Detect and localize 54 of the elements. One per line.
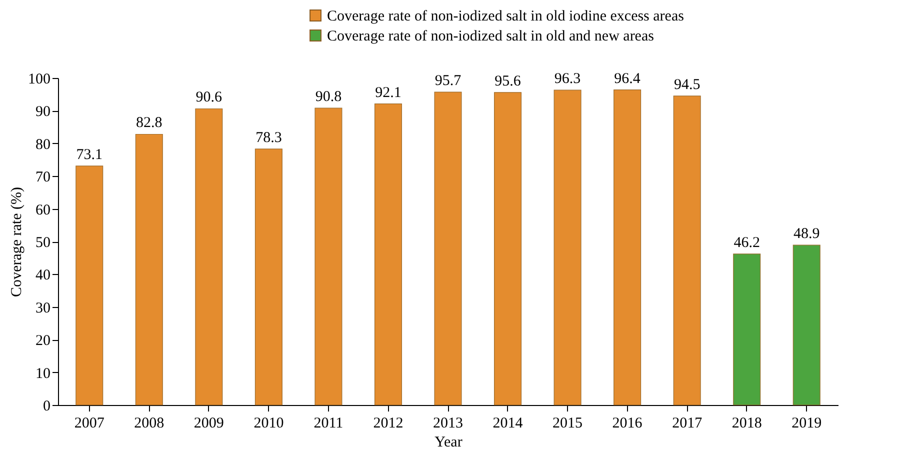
y-tick-label: 60 xyxy=(36,202,50,218)
data-label: 90.8 xyxy=(315,89,342,106)
data-label: 78.3 xyxy=(256,130,282,146)
data-label: 95.7 xyxy=(434,73,462,90)
x-tick-label: 2009 xyxy=(194,416,224,432)
data-label: 82.8 xyxy=(136,115,162,132)
y-tick-label: 30 xyxy=(36,300,50,316)
data-label: 48.9 xyxy=(793,226,820,242)
data-label: 92.1 xyxy=(375,84,402,101)
bar xyxy=(792,244,820,406)
x-tick-label: 2012 xyxy=(373,416,404,432)
y-tick-label: 10 xyxy=(36,366,50,382)
y-tick-label: 0 xyxy=(43,398,50,414)
x-tick-label: 2016 xyxy=(612,416,643,432)
bar xyxy=(314,108,342,406)
bar xyxy=(76,166,104,406)
x-tick-label: 2010 xyxy=(254,416,284,432)
bar xyxy=(135,134,163,406)
y-tick-label: 80 xyxy=(36,136,50,153)
x-tick-label: 2008 xyxy=(134,416,164,432)
x-tick-label: 2019 xyxy=(792,416,822,432)
y-tick-label: 40 xyxy=(36,268,50,284)
bar xyxy=(434,92,462,406)
data-label: 96.4 xyxy=(614,70,641,87)
data-label: 73.1 xyxy=(76,146,103,163)
y-tick-label: 90 xyxy=(36,104,50,120)
x-tick-label: 2015 xyxy=(552,416,583,432)
legend-label: Coverage rate of non-iodized salt in old iodine excess areas xyxy=(327,8,684,24)
x-tick-label: 2007 xyxy=(74,416,105,432)
bar xyxy=(254,148,282,406)
bar xyxy=(554,90,582,406)
x-tick-label: 2014 xyxy=(492,416,524,432)
legend-label: Coverage rate of non-iodized salt in old and new areas xyxy=(327,28,654,44)
y-tick-label: 50 xyxy=(36,235,50,251)
bar xyxy=(614,89,642,406)
y-tick-label: 70 xyxy=(36,170,50,186)
y-tick-label: 20 xyxy=(36,333,50,350)
bar xyxy=(494,92,522,406)
x-tick-label: 2018 xyxy=(732,416,762,432)
data-label: 94.5 xyxy=(674,76,700,93)
x-tick-label: 2013 xyxy=(433,416,463,432)
bar xyxy=(733,254,761,406)
x-axis-title: Year xyxy=(434,434,462,450)
bar xyxy=(195,108,223,406)
y-tick-label: 100 xyxy=(28,72,50,88)
data-label: 46.2 xyxy=(734,234,760,251)
data-label: 90.6 xyxy=(196,90,223,106)
bar xyxy=(374,104,402,406)
data-label: 96.3 xyxy=(554,71,581,88)
x-tick-label: 2017 xyxy=(672,416,703,432)
x-tick-label: 2011 xyxy=(314,416,344,432)
y-axis-title: Coverage rate (%) xyxy=(9,187,25,297)
bar xyxy=(673,96,701,406)
data-label: 95.6 xyxy=(494,73,522,90)
